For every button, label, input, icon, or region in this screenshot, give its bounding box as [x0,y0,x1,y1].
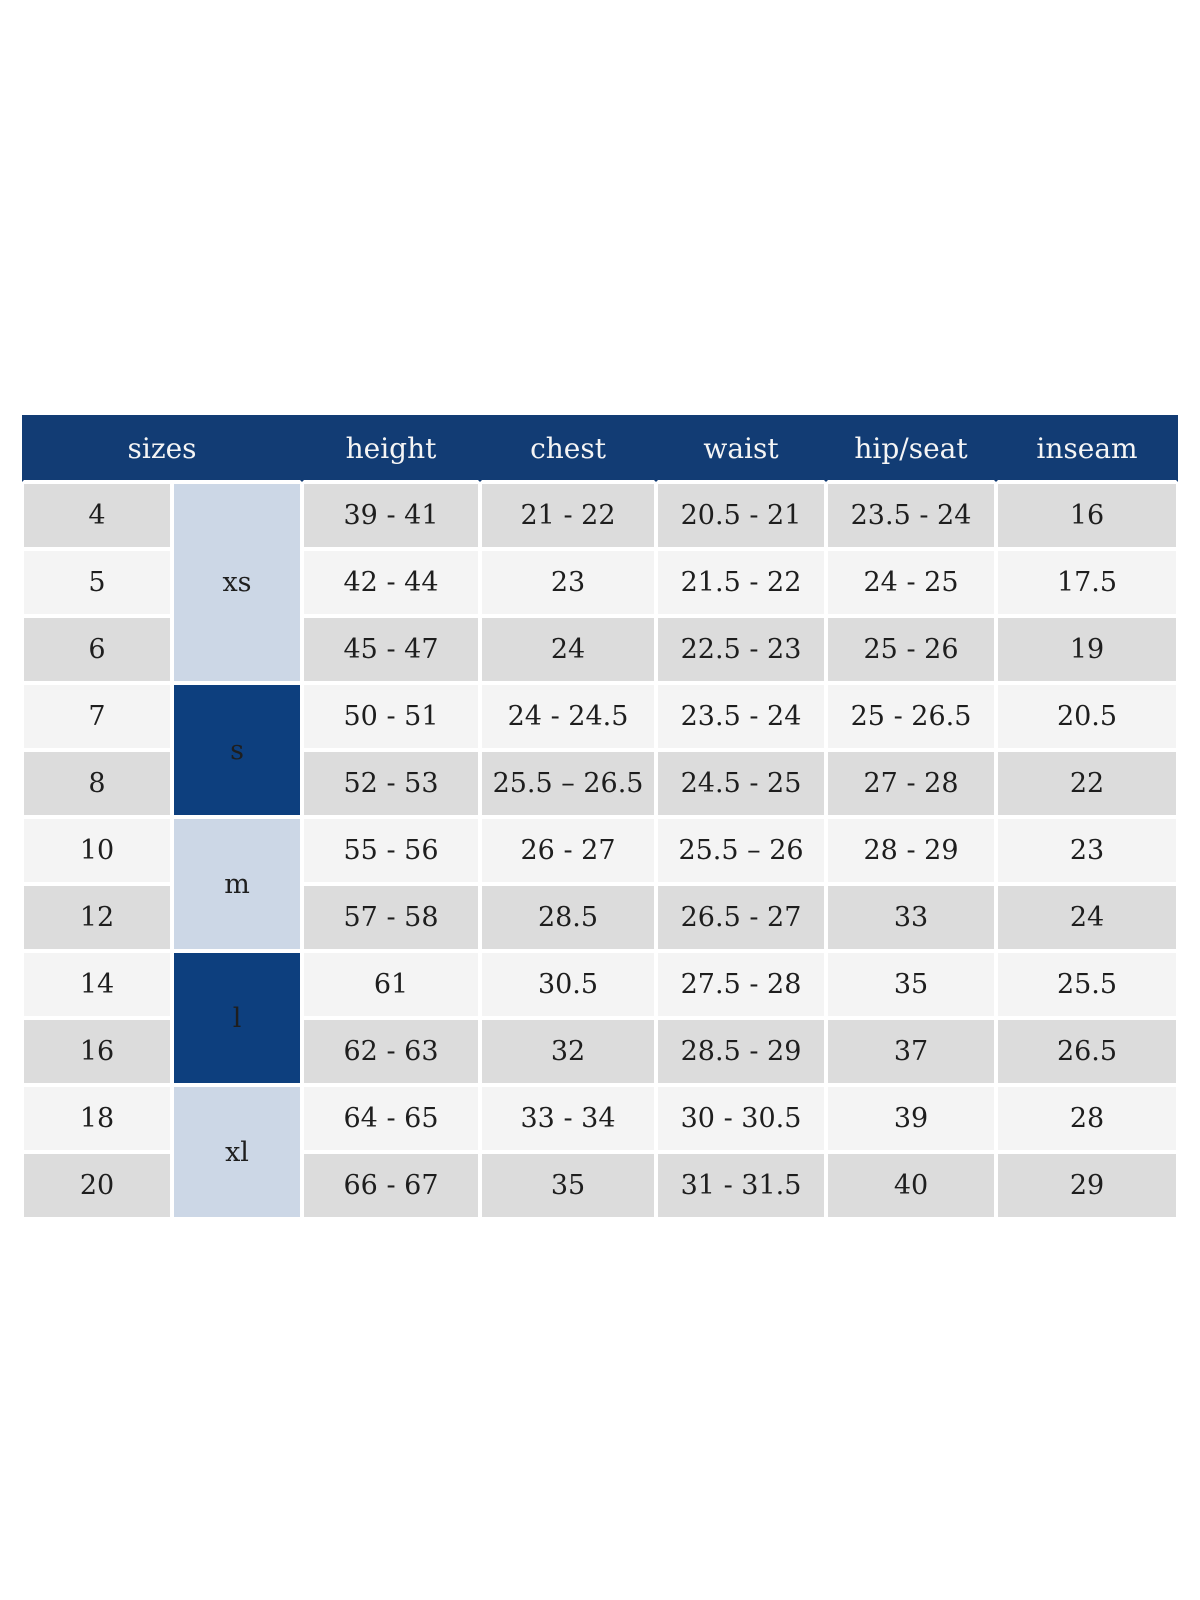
cell-chest: 21 - 22 [480,482,657,549]
cell-size: 12 [22,884,172,951]
cell-hip-seat: 25 - 26.5 [826,683,997,750]
cell-waist: 25.5 – 26 [656,817,827,884]
cell-hip-seat: 25 - 26 [826,616,997,683]
cell-height: 55 - 56 [302,817,481,884]
table-row-size-6: 6 45 - 47 24 22.5 - 23 25 - 26 19 [22,616,1179,683]
cell-height: 57 - 58 [302,884,481,951]
cell-inseam: 22 [996,750,1179,817]
cell-size: 18 [22,1085,172,1152]
header-cell-waist: waist [656,415,827,482]
cell-inseam: 16 [996,482,1179,549]
cell-hip-seat: 27 - 28 [826,750,997,817]
header-row: sizes height chest waist hip/seat inseam [22,415,1179,482]
cell-chest: 25.5 – 26.5 [480,750,657,817]
header-cell-sizes: sizes [22,415,303,482]
table-row-size-14: 14 l 61 30.5 27.5 - 28 35 25.5 [22,951,1179,1085]
cell-size: 4 [22,482,172,549]
cell-hip-seat: 33 [826,884,997,951]
cell-chest: 30.5 [480,951,657,1018]
cell-group-l: l [172,951,303,1085]
cell-size: 5 [22,549,172,616]
table-row-size-7: 7 s 50 - 51 24 - 24.5 23.5 - 24 25 - 26.… [22,683,1179,817]
cell-size: 10 [22,817,172,884]
cell-hip-seat: 37 [826,1018,997,1085]
cell-chest: 35 [480,1152,657,1219]
cell-height: 66 - 67 [302,1152,481,1219]
header-cell-hip-seat: hip/seat [826,415,997,482]
cell-group-xs: xs [172,482,303,683]
cell-height: 61 [302,951,481,1018]
cell-height: 45 - 47 [302,616,481,683]
cell-inseam: 26.5 [996,1018,1179,1085]
cell-hip-seat: 23.5 - 24 [826,482,997,549]
cell-hip-seat: 24 - 25 [826,549,997,616]
cell-height: 39 - 41 [302,482,481,549]
cell-size: 6 [22,616,172,683]
cell-height: 62 - 63 [302,1018,481,1085]
cell-waist: 21.5 - 22 [656,549,827,616]
cell-hip-seat: 35 [826,951,997,1018]
table-row-size-4: 4 xs 39 - 41 21 - 22 20.5 - 21 23.5 - 24… [22,482,1179,683]
cell-waist: 23.5 - 24 [656,683,827,750]
cell-chest: 23 [480,549,657,616]
table-row-size-5: 5 42 - 44 23 21.5 - 22 24 - 25 17.5 [22,549,1179,616]
cell-group-xl: xl [172,1085,303,1219]
cell-chest: 28.5 [480,884,657,951]
cell-hip-seat: 28 - 29 [826,817,997,884]
cell-inseam: 19 [996,616,1179,683]
cell-height: 50 - 51 [302,683,481,750]
table-row-size-8: 8 52 - 53 25.5 – 26.5 24.5 - 25 27 - 28 … [22,750,1179,817]
cell-waist: 31 - 31.5 [656,1152,827,1219]
cell-waist: 22.5 - 23 [656,616,827,683]
cell-chest: 32 [480,1018,657,1085]
table-row-size-20: 20 66 - 67 35 31 - 31.5 40 29 [22,1152,1179,1219]
table-row-size-18: 18 xl 64 - 65 33 - 34 30 - 30.5 39 28 [22,1085,1179,1219]
cell-waist: 20.5 - 21 [656,482,827,549]
cell-size: 8 [22,750,172,817]
cell-hip-seat: 40 [826,1152,997,1219]
cell-inseam: 20.5 [996,683,1179,750]
cell-inseam: 23 [996,817,1179,884]
cell-inseam: 28 [996,1085,1179,1152]
cell-height: 64 - 65 [302,1085,481,1152]
cell-hip-seat: 39 [826,1085,997,1152]
cell-waist: 27.5 - 28 [656,951,827,1018]
cell-size: 14 [22,951,172,1018]
cell-chest: 24 [480,616,657,683]
cell-waist: 30 - 30.5 [656,1085,827,1152]
table-row-size-16: 16 62 - 63 32 28.5 - 29 37 26.5 [22,1018,1179,1085]
cell-waist: 28.5 - 29 [656,1018,827,1085]
table-row-size-10: 10 m 55 - 56 26 - 27 25.5 – 26 28 - 29 2… [22,817,1179,951]
cell-waist: 24.5 - 25 [656,750,827,817]
cell-group-s: s [172,683,303,817]
cell-size: 7 [22,683,172,750]
cell-size: 16 [22,1018,172,1085]
size-chart-table: sizes height chest waist hip/seat inseam… [22,415,1179,1219]
cell-chest: 24 - 24.5 [480,683,657,750]
cell-inseam: 29 [996,1152,1179,1219]
cell-chest: 33 - 34 [480,1085,657,1152]
header-cell-height: height [302,415,481,482]
cell-group-m: m [172,817,303,951]
cell-height: 42 - 44 [302,549,481,616]
cell-inseam: 17.5 [996,549,1179,616]
cell-inseam: 25.5 [996,951,1179,1018]
cell-size: 20 [22,1152,172,1219]
cell-waist: 26.5 - 27 [656,884,827,951]
cell-height: 52 - 53 [302,750,481,817]
header-cell-inseam: inseam [996,415,1179,482]
table-row-size-12: 12 57 - 58 28.5 26.5 - 27 33 24 [22,884,1179,951]
cell-inseam: 24 [996,884,1179,951]
header-cell-chest: chest [480,415,657,482]
cell-chest: 26 - 27 [480,817,657,884]
